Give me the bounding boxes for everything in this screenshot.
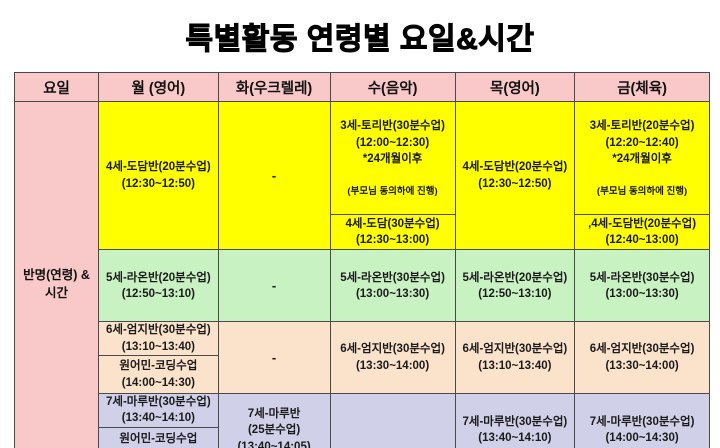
row-age4-late: 4세-도담(30분수업) (12:30~13:00) ,4세-도담반(20분수업… xyxy=(15,214,710,251)
cell-green-tue: - xyxy=(217,249,331,323)
cell-green-thu: 5세-라온반(20분수업) (12:50~13:10) xyxy=(454,249,576,323)
cell-green-mon: 5세-라온반(20분수업) (12:50~13:10) xyxy=(98,249,219,323)
header-tue: 화(우크렐레) xyxy=(217,72,331,102)
cell-peach-fri: 6세-엄지반(30분수업) (13:30~14:00) xyxy=(574,321,710,395)
header-day-col: 요일 xyxy=(13,72,100,102)
cell-yellow-wed-early: 3세-토리반(30분수업) (12:00~12:30) *24개월이후 (부모님… xyxy=(329,100,456,216)
header-fri: 금(체육) xyxy=(574,72,710,102)
cell-peach-wed: 6세-엄지반(30분수업) (13:30~14:00) xyxy=(329,321,456,395)
cell-yellow-fri-late: ,4세-도담반(20분수업) (12:40~13:00) xyxy=(574,214,710,251)
cell-lavender-thu: 7세-마루반(30분수업) (13:40~14:10) xyxy=(454,393,576,448)
cell-lavender-mon-class: 7세-마루반(30분수업) (13:40~14:10) xyxy=(98,393,219,428)
cell-yellow-thu: 4세-도담반(20분수업) (12:30~12:50) xyxy=(454,100,576,251)
cell-lines: 3세-토리반(30분수업) (12:00~12:30) *24개월이후 xyxy=(340,120,445,165)
row-age6-class: 6세-엄지반(30분수업) (13:10~13:40) - 6세-엄지반(30분… xyxy=(15,321,710,395)
cell-lavender-fri: 7세-마루반(30분수업) (14:00~14:30) xyxy=(574,393,710,448)
cell-note: (부모님 동의하에 진행) xyxy=(596,185,688,197)
cell-lavender-mon-coding: 원어민-코딩수업 (14:30~15:00) xyxy=(98,426,219,448)
header-row: 요일 월 (영어) 화(우크렐레) 수(음악) 목(영어) 금(체육) xyxy=(13,72,710,102)
cell-peach-mon-coding: 원어민-코딩수업 (14:00~14:30) xyxy=(98,355,219,395)
header-wed: 수(음악) xyxy=(329,72,456,102)
cell-green-fri: 5세-라온반(30분수업) (13:00~13:30) xyxy=(574,249,710,323)
header-thu: 목(영어) xyxy=(454,72,576,102)
page-title: 특별활동 연령별 요일&시간 xyxy=(185,23,535,57)
cell-peach-tue: - xyxy=(217,321,331,395)
cell-yellow-fri-early: 3세-토리반(20분수업) (12:20~12:40) *24개월이후 (부모님… xyxy=(574,100,710,216)
row-age7-coding: 원어민-코딩수업 (14:30~15:00) xyxy=(15,426,710,448)
header-mon: 월 (영어) xyxy=(98,72,219,102)
cell-peach-mon-class: 6세-엄지반(30분수업) (13:10~13:40) xyxy=(98,321,219,357)
cell-lavender-tue: 7세-마루반 (25분수업) (13:40~14:05) xyxy=(217,393,331,448)
cell-yellow-wed-late: 4세-도담(30분수업) (12:30~13:00) xyxy=(329,214,456,251)
cell-yellow-tue: - xyxy=(217,100,331,251)
row-age4-early: 반명(연령) & 시간 4세-도담반(20분수업) (12:30~12:50) … xyxy=(13,100,710,448)
row-age7-class: 7세-마루반(30분수업) (13:40~14:10) 7세-마루반 (25분수… xyxy=(15,393,710,448)
cell-peach-thu: 6세-엄지반(30분수업) (13:10~13:40) xyxy=(454,321,576,395)
cell-green-wed: 5세-라온반(30분수업) (13:00~13:30) xyxy=(329,249,456,323)
row-age5: 5세-라온반(20분수업) (12:50~13:10) - 5세-라온반(30분… xyxy=(15,249,710,323)
cell-note: (부모님 동의하에 진행) xyxy=(347,185,438,197)
row-age6-coding: 원어민-코딩수업 (14:00~14:30) xyxy=(15,355,710,395)
side-label: 반명(연령) & 시간 xyxy=(13,101,100,448)
schedule-table: 요일 월 (영어) 화(우크렐레) 수(음악) 목(영어) 금(체육) 반명(연… xyxy=(13,72,710,448)
cell-lines: 3세-토리반(20분수업) (12:20~12:40) *24개월이후 xyxy=(589,120,695,165)
cell-lavender-wed xyxy=(329,393,456,448)
cell-yellow-mon: 4세-도담반(20분수업) (12:30~12:50) xyxy=(98,100,219,251)
